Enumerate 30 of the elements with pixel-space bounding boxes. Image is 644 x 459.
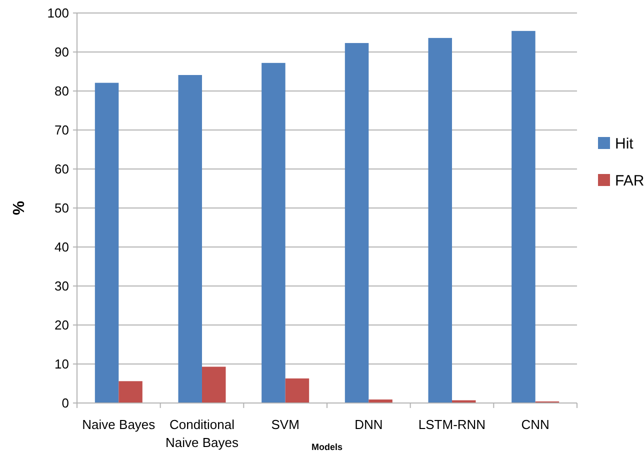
bar [94, 82, 119, 403]
bar [285, 378, 310, 403]
x-tick-label: Naive Bayes [82, 417, 156, 432]
y-tick-label: 20 [54, 318, 69, 333]
bar [202, 366, 226, 403]
y-tick-label: 30 [54, 278, 69, 294]
y-tick-label: 90 [54, 44, 69, 60]
y-tick-label: 40 [54, 240, 69, 255]
y-tick-label: 50 [54, 200, 69, 216]
y-axis-title: % [11, 200, 28, 216]
bar [118, 381, 142, 403]
legend-label: Hit [615, 135, 634, 152]
bar [512, 30, 536, 403]
x-tick-label: Conditional Naive Bayes [166, 417, 239, 450]
x-tick-label: DNN [354, 417, 383, 432]
y-tick-label: 70 [54, 122, 69, 138]
x-tick-label: SVM [271, 417, 300, 432]
bar [344, 43, 369, 403]
bar [178, 75, 202, 403]
y-tick-label: 0 [62, 396, 69, 411]
y-tick-label: 60 [54, 162, 69, 177]
bar [428, 38, 452, 403]
bar [262, 62, 286, 403]
y-tick-label: 10 [54, 356, 69, 372]
y-tick-label: 100 [47, 6, 69, 21]
x-tick-label: CNN [521, 417, 550, 432]
x-tick-label: LSTM-RNN [418, 417, 486, 432]
y-tick-label: 80 [54, 84, 69, 99]
x-axis-title: Models [311, 442, 343, 452]
legend-label: FAR [615, 172, 644, 190]
